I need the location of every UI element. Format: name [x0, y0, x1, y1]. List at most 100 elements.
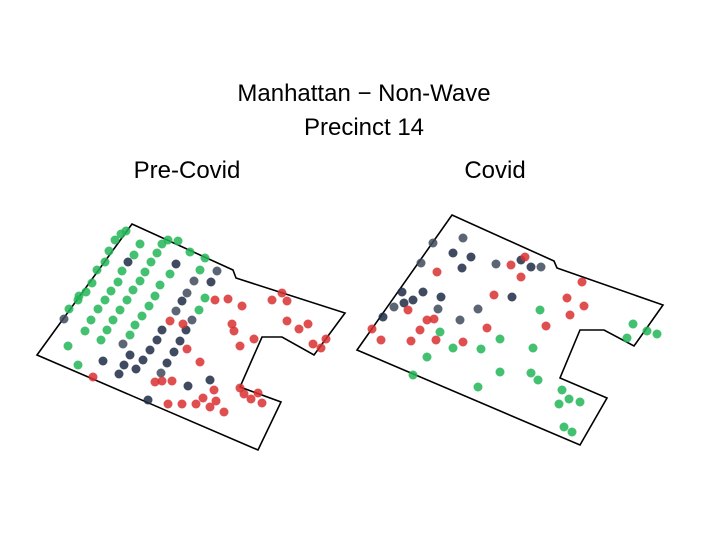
map-point-red [316, 343, 326, 353]
map-point-red [211, 396, 221, 406]
map-point-navy [378, 312, 388, 322]
map-point-green [113, 277, 123, 287]
map-point-navy [399, 298, 409, 308]
map-point-red [205, 402, 215, 412]
map-point-red [294, 324, 304, 334]
map-point-red [282, 296, 292, 306]
map-point-green [92, 265, 102, 275]
map-point-green [122, 295, 132, 305]
map-point-red [257, 398, 267, 408]
map-point-green [73, 360, 83, 370]
map-point-green [155, 280, 165, 290]
map-point-gray [491, 259, 501, 269]
map-point-red [229, 326, 239, 336]
map-point-navy [119, 360, 129, 370]
panel-title-covid: Covid [464, 157, 526, 184]
map-point-navy [448, 248, 458, 258]
map-point-red [415, 325, 425, 335]
map-point-green [115, 305, 125, 315]
map-point-green [642, 326, 652, 336]
map-point-navy [98, 356, 108, 366]
map-point-red [376, 335, 386, 345]
map-point-green [93, 304, 103, 314]
map-point-navy [183, 381, 193, 391]
map-point-red [210, 295, 220, 305]
map-point-green [528, 343, 538, 353]
map-point-red [308, 339, 318, 349]
map-point-gray [118, 339, 128, 349]
map-point-red [577, 277, 587, 287]
map-point-red [432, 267, 442, 277]
map-point-green [108, 315, 118, 325]
map-point-red [516, 272, 526, 282]
map-point-red [429, 314, 439, 324]
map-point-gray [187, 315, 197, 325]
map-point-gray [473, 304, 483, 314]
map-point-gray [458, 233, 468, 243]
map-point-navy [131, 364, 141, 374]
map-point-green [146, 257, 156, 267]
map-point-green [135, 276, 145, 286]
map-point-red [482, 323, 492, 333]
map-point-red [235, 341, 245, 351]
map-point-green [152, 248, 162, 258]
map-point-green [422, 352, 432, 362]
map-point-green [564, 394, 574, 404]
map-point-red [565, 310, 575, 320]
map-title-line1: Manhattan − Non-Wave [237, 80, 491, 107]
precinct-boundary-covid [355, 213, 665, 447]
map-point-red [165, 316, 175, 326]
map-point-gray [536, 262, 546, 272]
map-point-red [223, 294, 233, 304]
map-point-red [239, 389, 249, 399]
map-point-navy [397, 287, 407, 297]
map-point-gray [433, 304, 443, 314]
map-point-green [526, 368, 536, 378]
map-point-green [495, 367, 505, 377]
map-point-red [167, 376, 177, 386]
map-point-red [489, 290, 499, 300]
map-point-navy [125, 350, 135, 360]
map-point-green [144, 301, 154, 311]
map-point-gray [189, 276, 199, 286]
map-point-red [163, 399, 173, 409]
map-point-red [253, 388, 263, 398]
map-point-gray [59, 314, 69, 324]
map-point-red [520, 252, 530, 262]
pre-covid-map [35, 223, 347, 452]
map-point-red [277, 288, 287, 298]
map-point-red [246, 394, 256, 404]
map-point-red [506, 260, 516, 270]
map-point-red [321, 334, 331, 344]
map-point-green [150, 291, 160, 301]
map-point-red [157, 376, 167, 386]
map-point-navy [157, 325, 167, 335]
map-point-green [495, 334, 505, 344]
map-point-green [102, 325, 112, 335]
map-point-green [557, 385, 567, 395]
map-point-green [81, 287, 91, 297]
map-point-green [408, 370, 418, 380]
map-point-green [567, 427, 577, 437]
precinct-boundary-pre-covid [35, 223, 347, 452]
map-point-red [367, 324, 377, 334]
map-point-green [130, 320, 140, 330]
map-point-navy [507, 292, 517, 302]
map-point-green [165, 269, 175, 279]
map-point-green [173, 236, 183, 246]
map-point-navy [162, 358, 172, 368]
map-point-red [541, 321, 551, 331]
map-point-green [652, 329, 662, 339]
map-point-red [303, 319, 313, 329]
map-point-red [88, 372, 98, 382]
map-point-navy [145, 345, 155, 355]
map-point-red [431, 335, 441, 345]
map-point-navy [123, 257, 133, 267]
map-point-gray [455, 315, 465, 325]
map-point-navy [143, 395, 153, 405]
map-point-green [96, 335, 106, 345]
map-point-navy [175, 336, 185, 346]
map-point-green [110, 235, 120, 245]
map-point-green [121, 226, 131, 236]
map-point-green [575, 397, 585, 407]
